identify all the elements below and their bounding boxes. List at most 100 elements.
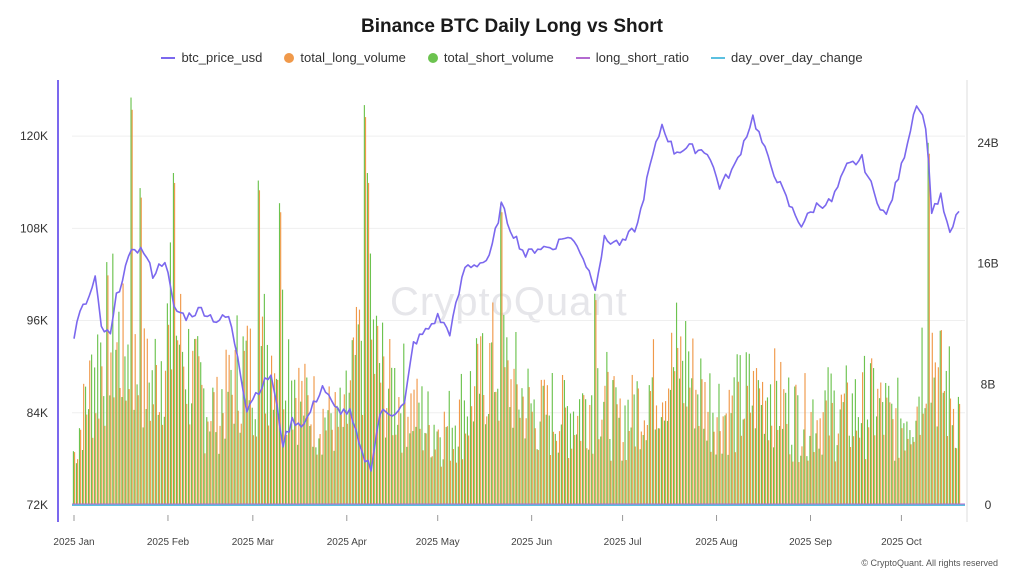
short-volume-bar	[700, 358, 702, 505]
short-volume-bar	[248, 400, 250, 505]
long-volume-bar	[568, 458, 570, 505]
short-volume-bar	[782, 428, 784, 505]
short-volume-bar	[403, 343, 405, 505]
long-volume-bar	[464, 433, 467, 505]
long-volume-bar	[216, 376, 218, 505]
short-volume-bar	[263, 293, 265, 505]
short-volume-bar	[136, 384, 138, 505]
long-volume-bar	[189, 424, 191, 505]
x-tick-label: 2025 Aug	[695, 537, 737, 548]
long-volume-bar	[407, 416, 409, 505]
short-volume-bar	[324, 417, 326, 505]
long-volume-bar	[313, 376, 315, 505]
short-volume-bar	[772, 447, 775, 505]
long-volume-bar	[613, 376, 615, 505]
short-volume-bar	[751, 405, 753, 505]
short-volume-bar	[369, 253, 372, 505]
long-volume-bar	[804, 373, 806, 505]
short-volume-bar	[715, 454, 717, 505]
long-volume-bar	[452, 449, 455, 505]
short-volume-bar	[378, 363, 381, 505]
x-tick-label: 2025 Jan	[53, 537, 94, 548]
short-volume-bar	[154, 338, 156, 505]
short-volume-bar	[469, 371, 472, 505]
short-volume-bar	[203, 388, 205, 505]
short-volume-bar	[463, 400, 465, 505]
long-volume-bar	[237, 410, 239, 505]
long-volume-bar	[643, 420, 645, 505]
short-volume-bar	[536, 449, 538, 505]
chart-title: Binance BTC Daily Long vs Short	[361, 16, 663, 37]
long-volume-bar	[455, 462, 458, 505]
long-volume-bar	[516, 384, 518, 505]
short-volume-bar	[712, 412, 714, 505]
short-volume-bar	[675, 302, 678, 505]
long-volume-bar	[940, 330, 942, 505]
short-volume-bar	[109, 395, 111, 505]
long-volume-bar	[310, 424, 312, 505]
long-volume-bar	[916, 406, 918, 505]
short-volume-bar	[278, 203, 281, 505]
long-volume-bar	[719, 431, 721, 505]
long-volume-bar	[137, 395, 139, 505]
short-volume-bar	[921, 327, 923, 505]
long-volume-bar	[349, 380, 351, 505]
long-volume-bar	[122, 283, 124, 505]
long-volume-bar	[862, 372, 864, 505]
legend-item-total-short-volume[interactable]: total_short_volume	[427, 50, 554, 65]
legend-item-btc-price-usd[interactable]: btc_price_usd	[161, 50, 262, 65]
y-left-tick-label: 84K	[27, 406, 48, 420]
long-volume-bar	[158, 412, 161, 505]
short-volume-bar	[157, 414, 159, 505]
long-volume-bar	[701, 379, 703, 505]
short-volume-bar	[857, 417, 859, 505]
long-volume-bar	[449, 460, 451, 505]
long-volume-bar	[395, 434, 397, 505]
short-volume-bar	[506, 337, 508, 505]
long-volume-bar	[277, 379, 279, 505]
legend-item-long-short-ratio[interactable]: long_short_ratio	[575, 50, 689, 65]
short-volume-bar	[360, 340, 362, 505]
short-volume-bar	[445, 427, 447, 505]
short-volume-bar	[224, 438, 226, 505]
long-volume-bar	[540, 379, 542, 505]
long-volume-bar	[377, 325, 379, 505]
short-volume-bar	[181, 351, 184, 505]
x-tick-label: 2025 Jul	[604, 537, 642, 548]
short-volume-bar	[139, 188, 141, 505]
long-volume-bar	[292, 429, 294, 505]
short-volume-bar	[321, 454, 323, 505]
short-volume-bar	[269, 376, 272, 505]
short-volume-bar	[591, 395, 593, 505]
long-volume-bar	[107, 275, 109, 505]
long-volume-bar	[768, 440, 770, 505]
short-volume-bar	[81, 449, 84, 505]
long-volume-bar	[77, 459, 79, 505]
long-volume-bar	[789, 454, 791, 505]
short-volume-bar	[785, 392, 787, 505]
long-volume-bar	[101, 366, 103, 505]
long-volume-bar	[728, 389, 730, 505]
y-right-tick-label: 24B	[977, 136, 998, 150]
long-volume-bar	[661, 402, 664, 505]
btc-price-line	[73, 105, 960, 472]
short-volume-bar	[618, 417, 620, 505]
long-volume-bar	[534, 428, 536, 505]
long-volume-bar	[574, 435, 576, 505]
short-volume-bar	[639, 449, 641, 505]
short-volume-bar	[909, 430, 911, 505]
legend-item-total-long-volume[interactable]: total_long_volume	[284, 50, 406, 65]
long-volume-bar	[186, 403, 188, 505]
short-volume-bar	[739, 355, 741, 505]
short-volume-bar	[582, 393, 584, 505]
short-volume-bar	[912, 437, 914, 505]
short-volume-bar	[230, 369, 232, 505]
legend-item-day-over-day-change[interactable]: day_over_day_change	[711, 50, 863, 65]
short-volume-bar	[691, 378, 693, 505]
long-volume-bar	[174, 182, 176, 505]
short-volume-bar	[830, 373, 832, 505]
long-volume-bar	[298, 367, 300, 505]
short-volume-bar	[300, 401, 302, 505]
long-volume-bar	[571, 448, 573, 505]
long-volume-bar	[192, 350, 194, 505]
